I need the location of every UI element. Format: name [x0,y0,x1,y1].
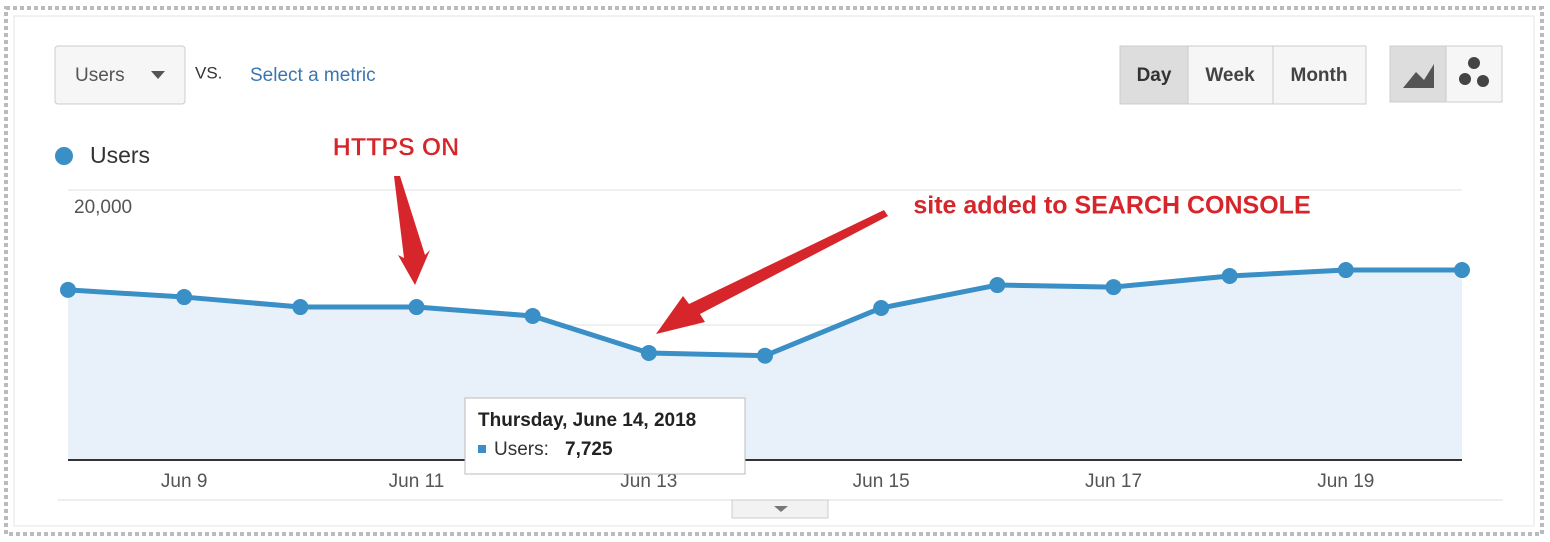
data-point [873,299,890,316]
data-point [1337,262,1354,279]
annotation-search-console: site added to SEARCH CONSOLE [913,192,1310,220]
dropdown-label: Users [75,65,125,86]
legend-dot [55,147,73,165]
data-point [989,277,1006,294]
data-point [176,289,193,306]
arrow-search-console [656,210,888,334]
motion-icon-dot [1477,75,1489,87]
data-point [1454,262,1470,279]
line-chart-icon [1403,64,1434,88]
tooltip-value: 7,725 [565,439,613,460]
data-point [1105,279,1122,296]
vs-label: VS. [195,63,222,82]
data-point [640,344,657,361]
motion-icon-dot [1459,73,1471,85]
data-point [1221,267,1238,284]
x-tick-label: Jun 11 [389,471,445,492]
dropdown-caret [151,71,165,79]
month-label: Month [1291,65,1348,86]
x-tick-label: Jun 15 [853,471,910,492]
tooltip-label: Users: [494,439,549,460]
week-label: Week [1205,65,1255,86]
tooltip-box [464,397,746,475]
x-tick-label: Jun 13 [620,471,677,492]
data-point [524,307,541,324]
tooltip: Thursday, June 14, 2018 Users: 7,725 [464,397,746,475]
x-tick-label: Jun 19 [1317,471,1374,492]
month-button[interactable] [1272,45,1367,105]
tooltip-swatch [478,445,486,453]
annotation-https: HTTPS ON [333,134,459,162]
y-tick-label: 20,000 [74,197,132,218]
day-button[interactable] [1119,45,1189,105]
motion-icon-dot [1468,57,1480,69]
data-point [757,347,773,364]
metric-dropdown[interactable] [54,45,186,105]
data-point [292,299,309,316]
x-tick-label: Jun 17 [1085,471,1142,492]
x-tick-label: Jun 9 [161,471,207,492]
area-fill [68,270,1462,460]
expand-caret [774,506,788,512]
legend-label[interactable]: Users [90,142,150,168]
frame [4,6,1544,536]
data-point [60,281,76,298]
tooltip-date: Thursday, June 14, 2018 [478,410,696,431]
period-buttons: Day Week Month [1119,45,1367,105]
day-label: Day [1137,65,1172,86]
select-metric-link[interactable]: Select a metric [250,65,376,86]
arrow-https [394,176,430,285]
data-point [408,299,425,316]
motion-chart-button[interactable] [1445,45,1503,103]
